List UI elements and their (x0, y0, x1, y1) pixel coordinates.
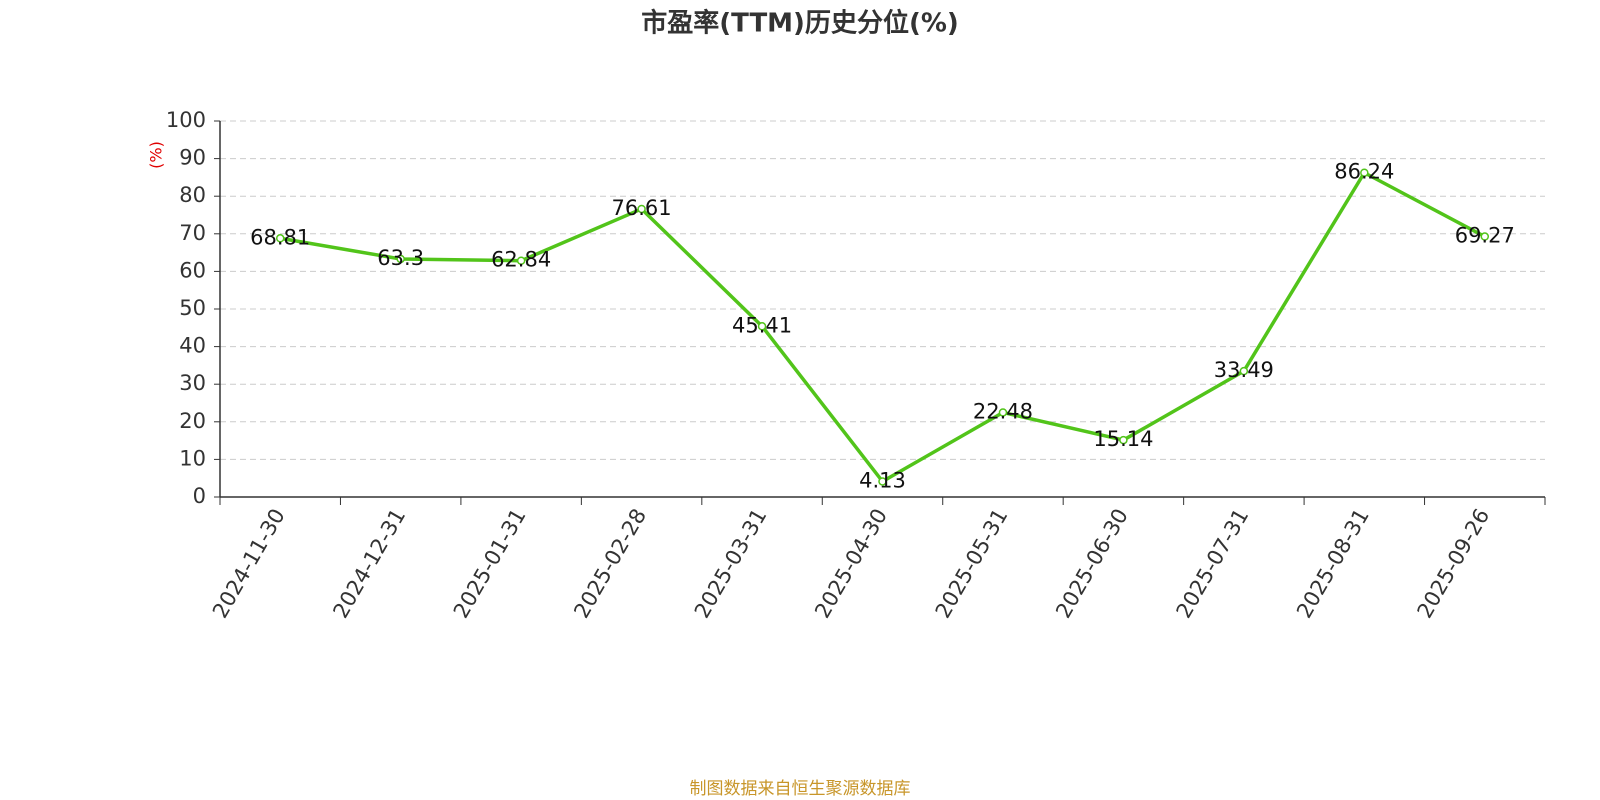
data-label: 33.49 (1214, 358, 1274, 382)
y-tick-label: 100 (166, 108, 206, 132)
point (637, 204, 646, 214)
y-axis-label: (%) (147, 141, 166, 169)
x-tick-label: 2025-02-28 (569, 505, 651, 623)
data-label: 45.41 (732, 313, 792, 337)
point (275, 234, 285, 243)
data-label: 62.84 (491, 248, 551, 272)
x-tick-label: 2025-06-30 (1051, 505, 1133, 623)
chart-title: 市盈率(TTM)历史分位(%) (641, 8, 959, 39)
point (1360, 168, 1369, 177)
y-tick-label: 40 (179, 334, 206, 358)
y-tick-label: 60 (179, 258, 206, 282)
data-label: 86.24 (1334, 160, 1394, 184)
y-tick-label: 30 (179, 371, 206, 395)
y-tick-label: 0 (193, 484, 206, 508)
x-tick-label: 2024-12-31 (328, 505, 410, 623)
data-label: 63.3 (377, 246, 424, 270)
y-tick-label: 50 (179, 296, 206, 320)
x-tick-label: 2025-03-31 (690, 505, 772, 623)
y-tick-label: 10 (179, 446, 206, 470)
point (516, 256, 526, 265)
x-tick-label: 2025-08-31 (1292, 505, 1374, 623)
x-tick-label: 2025-05-31 (931, 505, 1013, 623)
data-label: 76.61 (612, 196, 672, 220)
y-tick-label: 90 (179, 146, 206, 170)
data-label: 68.81 (250, 225, 310, 249)
data-label: 15.14 (1093, 427, 1153, 451)
point (1239, 366, 1249, 376)
point (396, 254, 405, 264)
y-tick-label: 80 (179, 183, 206, 207)
point (1119, 435, 1128, 445)
point (757, 322, 767, 331)
point (998, 408, 1008, 417)
point (1480, 232, 1490, 241)
y-tick-label: 70 (179, 221, 206, 245)
source-note: 制图数据来自恒生聚源数据库 (690, 779, 911, 799)
line (279, 170, 1486, 484)
data-label: 22.48 (973, 399, 1033, 423)
x-tick-label: 2025-07-31 (1172, 505, 1254, 623)
x-tick-label: 2025-01-31 (449, 505, 531, 623)
y-tick-label: 20 (179, 409, 206, 433)
point (878, 477, 887, 486)
x-tick-label: 2025-04-30 (810, 505, 892, 623)
data-label: 4.13 (859, 468, 906, 492)
x-tick-label: 2025-09-26 (1412, 505, 1494, 623)
x-tick-label: 2024-11-30 (208, 505, 290, 623)
data-label: 69.27 (1455, 224, 1515, 248)
